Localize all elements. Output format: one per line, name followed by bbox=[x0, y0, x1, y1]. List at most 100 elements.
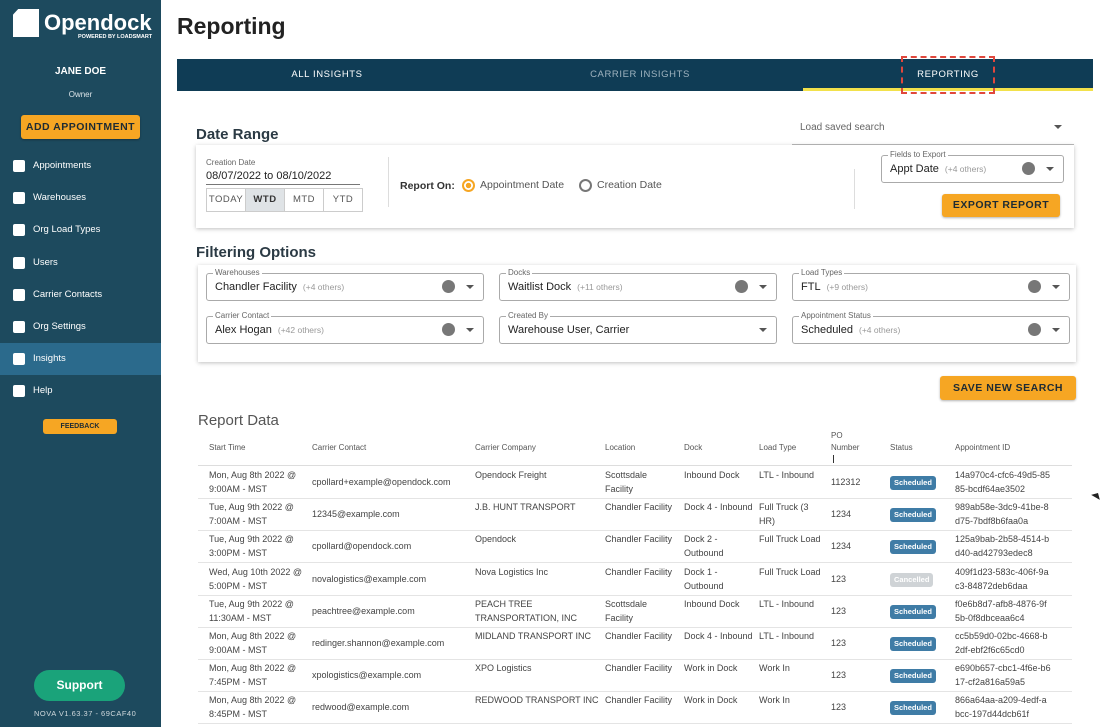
table-cell: Wed, Aug 10th 2022 @ 5:00PM - MST bbox=[209, 566, 303, 591]
table-cell: REDWOOD TRANSPORT INC bbox=[475, 695, 599, 706]
logo-sub: POWERED BY LOADSMART bbox=[78, 34, 153, 40]
clear-icon[interactable] bbox=[442, 280, 455, 293]
radio[interactable] bbox=[462, 179, 475, 192]
date-range-input[interactable]: 08/07/2022 to 08/10/2022 bbox=[206, 170, 360, 185]
clear-icon[interactable] bbox=[1028, 323, 1041, 336]
nav-item[interactable]: Appointments bbox=[0, 150, 161, 182]
table-cell: 14a970c4-cfc6-49d5-8585-bcdf64ae3502 bbox=[955, 470, 1051, 494]
creation-label: Creation Date bbox=[206, 158, 256, 167]
table-cell: 123 bbox=[831, 605, 847, 616]
export-button[interactable]: EXPORT REPORT bbox=[942, 194, 1060, 217]
table-cell: Tue, Aug 9th 2022 @ 7:00AM - MST bbox=[209, 502, 294, 527]
add-appointment-button[interactable]: ADD APPOINTMENT bbox=[21, 115, 140, 139]
table-cell: Inbound Dock bbox=[684, 470, 740, 480]
table-cell: Mon, Aug 8th 2022 @ 9:00AM - MST bbox=[209, 470, 297, 494]
table-cell: Dock 2 - Outbound bbox=[684, 534, 724, 559]
header-rule bbox=[198, 465, 1072, 466]
saved-search-select[interactable]: Load saved search bbox=[792, 116, 1074, 145]
logo-icon bbox=[13, 9, 39, 37]
clear-icon[interactable] bbox=[442, 323, 455, 336]
user-role: Owner bbox=[68, 90, 93, 99]
report-on-label: Report On: bbox=[400, 180, 455, 192]
fields-export-select[interactable]: Fields to Export Appt Date (+4 others) bbox=[881, 150, 1064, 183]
table-cell: Opendock Freight bbox=[475, 470, 547, 480]
table-cell: Dock 4 - Inbound bbox=[684, 631, 753, 641]
column-header[interactable]: Carrier Company bbox=[475, 443, 536, 452]
filter-value: Chandler Facility (+4 others) bbox=[215, 281, 344, 293]
filter-select[interactable]: Carrier Contact Alex Hogan (+42 others) bbox=[206, 311, 484, 344]
value-text: Waitlist Dock bbox=[508, 281, 572, 293]
table-cell: cpollard+example@opendock.com bbox=[312, 477, 451, 487]
table-cell: Scottsdale Facility bbox=[605, 598, 648, 623]
save-search-button[interactable]: SAVE NEW SEARCH bbox=[940, 376, 1076, 400]
nav-item[interactable]: Carrier Contacts bbox=[0, 279, 161, 311]
filter-label: Warehouses bbox=[213, 268, 262, 277]
nav-item[interactable]: Help bbox=[0, 375, 161, 407]
column-header[interactable]: Status bbox=[890, 443, 913, 452]
column-header[interactable]: Start Time bbox=[209, 443, 246, 452]
table-cell: Chandler Facility bbox=[605, 534, 673, 545]
table-cell: Mon, Aug 8th 2022 @ 9:00AM - MST bbox=[209, 631, 297, 655]
filter-select[interactable]: Created By Warehouse User, Carrier bbox=[499, 311, 777, 344]
table-cell: Full Truck Load bbox=[759, 566, 821, 577]
tab[interactable]: CARRIER INSIGHTS bbox=[590, 69, 690, 80]
filter-value: FTL (+9 others) bbox=[801, 281, 868, 293]
version: NOVA V1.63.37 - 69CAF40 bbox=[34, 709, 137, 718]
tab[interactable]: REPORTING bbox=[917, 69, 979, 80]
others-text: (+4 others) bbox=[944, 164, 987, 174]
filter-value: Waitlist Dock (+11 others) bbox=[508, 281, 623, 293]
user-name[interactable]: JANE DOE bbox=[54, 66, 107, 77]
filter-label: Appointment Status bbox=[799, 311, 873, 320]
column-header[interactable]: Appointment ID bbox=[955, 443, 1011, 452]
date-range-title: Date Range bbox=[196, 126, 279, 143]
radio[interactable] bbox=[579, 179, 592, 192]
page-title: Reporting bbox=[177, 13, 286, 39]
table-cell: Tue, Aug 9th 2022 @ 11:30AM - MST bbox=[209, 598, 294, 623]
filter-select[interactable]: Load Types FTL (+9 others) bbox=[792, 268, 1070, 301]
support-button[interactable]: Support bbox=[34, 670, 125, 701]
cursor bbox=[1091, 486, 1105, 500]
table-cell: Dock 1 - Outbound bbox=[684, 566, 724, 591]
column-header[interactable]: PO Number bbox=[831, 431, 860, 452]
nav-label: Insights bbox=[33, 353, 66, 365]
clear-icon[interactable] bbox=[1028, 280, 1041, 293]
nav-item[interactable]: Users bbox=[0, 247, 161, 279]
nav-item[interactable]: Insights bbox=[0, 343, 161, 376]
dropdown-icon bbox=[1046, 167, 1054, 175]
column-header[interactable]: Load Type bbox=[759, 443, 797, 452]
table-cell: Chandler Facility bbox=[605, 663, 673, 674]
tab[interactable]: ALL INSIGHTS bbox=[291, 69, 363, 80]
table-cell: Mon, Aug 8th 2022 @ 7:45PM - MST bbox=[209, 663, 297, 688]
nav-item[interactable]: Warehouses bbox=[0, 182, 161, 214]
filter-card bbox=[198, 265, 1076, 362]
table-cell: Nova Logistics Inc bbox=[475, 566, 549, 577]
table-cell: Chandler Facility bbox=[605, 631, 673, 641]
column-header[interactable]: Carrier Contact bbox=[312, 443, 367, 452]
table-cell: LTL - Inbound bbox=[759, 470, 815, 480]
clear-icon[interactable] bbox=[1022, 162, 1035, 175]
dropdown-icon bbox=[759, 285, 767, 293]
column-header[interactable]: Dock bbox=[684, 443, 703, 452]
table-cell: Dock 4 - Inbound bbox=[684, 502, 753, 513]
range-button[interactable]: WTD bbox=[245, 189, 284, 211]
filter-select[interactable]: Docks Waitlist Dock (+11 others) bbox=[499, 268, 777, 301]
table-cell: redwood@example.com bbox=[312, 702, 410, 713]
range-button[interactable]: MTD bbox=[284, 189, 323, 211]
dropdown-icon bbox=[1054, 125, 1062, 133]
table-cell: Chandler Facility bbox=[605, 695, 673, 706]
range-button[interactable]: YTD bbox=[323, 189, 362, 211]
filter-select[interactable]: Appointment Status Scheduled (+4 others) bbox=[792, 311, 1070, 344]
logo: Opendock bbox=[44, 10, 152, 35]
feedback-button[interactable]: FEEDBACK bbox=[43, 419, 117, 434]
support-text: Support bbox=[56, 678, 103, 692]
filter-select[interactable]: Warehouses Chandler Facility (+4 others) bbox=[206, 268, 484, 301]
range-button[interactable]: TODAY bbox=[208, 194, 244, 205]
clear-icon[interactable] bbox=[735, 280, 748, 293]
nav-label: Org Settings bbox=[33, 321, 86, 332]
table-cell: e690b657-cbc1-4f6e-b617-cf2a816a59a5 bbox=[955, 663, 1051, 688]
nav-item[interactable]: Org Settings bbox=[0, 311, 161, 343]
nav-label: Warehouses bbox=[33, 192, 86, 204]
column-header[interactable]: Location bbox=[605, 443, 636, 452]
nav-item[interactable]: Org Load Types bbox=[0, 214, 161, 246]
table-cell: J.B. HUNT TRANSPORT bbox=[475, 502, 576, 513]
